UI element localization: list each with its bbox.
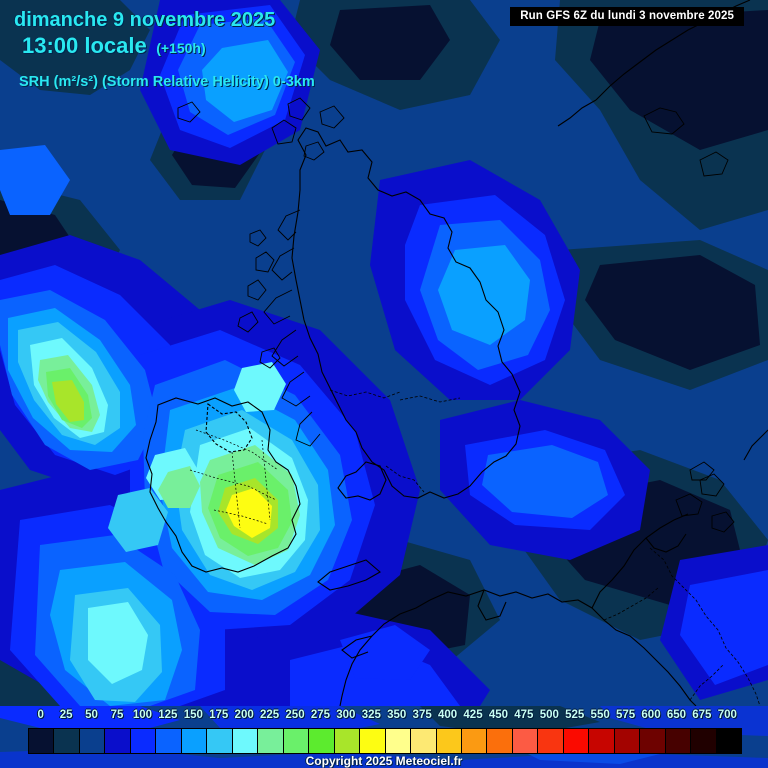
coastlines	[145, 0, 768, 706]
copyright-notice: Copyright 2025 Meteociel.fr	[305, 754, 463, 768]
legend-swatch-400[interactable]	[436, 729, 462, 753]
legend-tick-675: 675	[692, 709, 712, 721]
legend-swatch-0[interactable]	[29, 729, 55, 753]
legend-swatch-50[interactable]	[79, 729, 106, 753]
legend-swatch-450[interactable]	[487, 729, 513, 753]
legend-swatch-325[interactable]	[360, 729, 386, 753]
legend-tick-75: 75	[110, 709, 124, 721]
color-scale-legend: 0 25 50 75 100 125 150 175 200 225 250 275 300 325 350…	[0, 706, 768, 768]
model-run-banner: Run GFS 6Z du lundi 3 novembre 2025	[510, 7, 744, 26]
legend-tick-650: 650	[666, 709, 687, 721]
legend-swatch-175[interactable]	[207, 729, 233, 753]
legend-tick-350: 350	[387, 709, 407, 721]
legend-tick-500: 500	[539, 709, 559, 721]
legend-swatch-650[interactable]	[665, 729, 692, 753]
legend-swatch-675[interactable]	[691, 729, 717, 753]
legend-tick-150: 150	[183, 709, 203, 721]
legend-swatch-125[interactable]	[156, 729, 182, 753]
legend-swatch-425[interactable]	[461, 729, 488, 753]
legend-swatch-75[interactable]	[105, 729, 131, 753]
legend-swatch-200[interactable]	[232, 729, 259, 753]
legend-tick-250: 250	[285, 709, 305, 721]
legend-swatch-375[interactable]	[411, 729, 437, 753]
legend-swatch-575[interactable]	[614, 729, 641, 753]
field-band-300	[226, 488, 272, 538]
legend-tick-525: 525	[565, 709, 585, 721]
legend-tick-200: 200	[234, 709, 254, 721]
legend-color-bar[interactable]	[28, 728, 742, 754]
legend-tick-550: 550	[590, 709, 610, 721]
legend-tick-25: 25	[59, 709, 73, 721]
legend-swatch-300[interactable]	[334, 729, 361, 753]
legend-swatch-150[interactable]	[181, 729, 208, 753]
legend-tick-325: 325	[361, 709, 381, 721]
legend-tick-600: 600	[641, 709, 661, 721]
legend-swatch-700[interactable]	[716, 729, 742, 753]
legend-tick-0: 0	[37, 709, 44, 721]
srh-field-svg	[0, 0, 768, 706]
legend-tick-125: 125	[158, 709, 178, 721]
legend-tick-475: 475	[514, 709, 534, 721]
legend-swatch-350[interactable]	[385, 729, 412, 753]
legend-tick-300: 300	[336, 709, 356, 721]
map-canvas[interactable]: dimanche 9 novembre 2025 13:00 locale (+…	[0, 0, 768, 706]
legend-tick-400: 400	[437, 709, 458, 721]
legend-tick-225: 225	[259, 709, 280, 721]
legend-tick-375: 375	[412, 709, 432, 721]
legend-swatch-225[interactable]	[258, 729, 284, 753]
legend-tick-50: 50	[85, 709, 98, 721]
legend-tick-275: 275	[310, 709, 331, 721]
legend-tick-labels: 0 25 50 75 100 125 150 175 200 225 250 275 300 325 350…	[0, 706, 768, 728]
legend-swatch-475[interactable]	[512, 729, 539, 753]
legend-swatch-600[interactable]	[640, 729, 666, 753]
legend-swatch-525[interactable]	[563, 729, 590, 753]
legend-swatch-25[interactable]	[54, 729, 80, 753]
legend-tick-175: 175	[209, 709, 229, 721]
legend-swatch-550[interactable]	[589, 729, 615, 753]
legend-tick-100: 100	[132, 709, 153, 721]
legend-tick-425: 425	[463, 709, 483, 721]
legend-swatch-500[interactable]	[538, 729, 564, 753]
legend-swatch-100[interactable]	[130, 729, 157, 753]
legend-tick-575: 575	[615, 709, 636, 721]
legend-swatch-250[interactable]	[283, 729, 310, 753]
legend-tick-450: 450	[488, 709, 509, 721]
legend-swatch-275[interactable]	[309, 729, 335, 753]
legend-tick-700: 700	[717, 709, 737, 721]
srh-contour-fills	[0, 0, 768, 706]
